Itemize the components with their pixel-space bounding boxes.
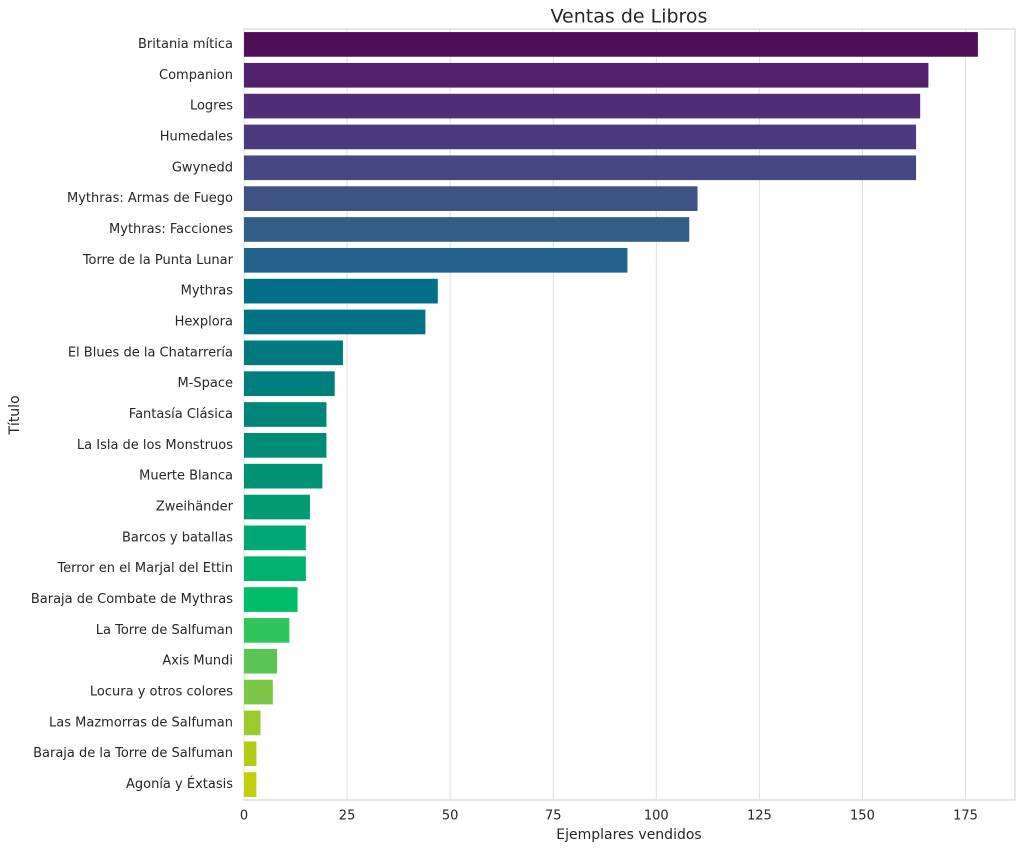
y-tick-label: Terror en el Marjal del Ettin	[56, 561, 233, 576]
y-tick-label: Baraja de la Torre de Salfuman	[33, 746, 233, 761]
x-tick-label: 50	[442, 809, 459, 824]
y-tick-label: Las Mazmorras de Salfuman	[49, 715, 233, 730]
y-tick-label: Muerte Blanca	[139, 469, 233, 484]
y-tick-label: Mythras: Facciones	[109, 222, 233, 237]
bar	[244, 710, 261, 736]
y-tick-label: Logres	[190, 99, 233, 114]
bar	[244, 155, 917, 181]
bar	[244, 186, 698, 211]
y-tick-label: Torre de la Punta Lunar	[82, 253, 234, 268]
x-tick-label: 150	[850, 809, 875, 824]
y-axis-label: Título	[7, 395, 23, 435]
x-tick-label: 75	[545, 809, 562, 824]
y-tick-label: Humedales	[160, 129, 234, 144]
bar	[244, 433, 327, 458]
y-tick-label: Locura y otros colores	[90, 685, 233, 700]
y-tick-label: Mythras	[181, 284, 234, 299]
x-tick-label: 100	[644, 809, 669, 824]
bar	[244, 741, 257, 767]
y-tick-label: La Torre de Salfuman	[96, 623, 233, 638]
bar	[244, 309, 426, 335]
y-tick-label: Baraja de Combate de Mythras	[31, 592, 233, 607]
bar	[244, 278, 438, 304]
bar	[244, 648, 277, 674]
bar	[244, 618, 290, 643]
y-tick-label: Fantasía Clásica	[129, 407, 233, 422]
y-tick-label: Companion	[159, 68, 233, 83]
bar	[244, 340, 343, 366]
bar	[244, 62, 929, 88]
bar	[244, 494, 310, 520]
bar	[244, 217, 690, 242]
y-tick-label: Britania mítica	[138, 37, 233, 52]
y-tick-label: Mythras: Armas de Fuego	[67, 191, 233, 206]
bar	[244, 772, 257, 797]
bar	[244, 587, 298, 612]
y-tick-label: El Blues de la Chatarrería	[68, 345, 233, 360]
bar	[244, 371, 335, 396]
chart-title: Ventas de Libros	[551, 6, 708, 28]
x-tick-label: 25	[339, 809, 356, 824]
bar	[244, 402, 327, 427]
bar	[244, 32, 978, 57]
x-tick-label: 0	[240, 809, 248, 824]
x-tick-label: 175	[953, 809, 978, 824]
y-tick-label: Zweihänder	[156, 500, 234, 515]
bar	[244, 556, 306, 582]
x-axis-label: Ejemplares vendidos	[556, 827, 701, 843]
bar	[244, 93, 921, 119]
y-tick-label: Gwynedd	[172, 160, 233, 175]
y-tick-label: M-Space	[177, 376, 233, 391]
bar	[244, 247, 628, 273]
y-tick-label: Barcos y batallas	[122, 530, 233, 545]
y-tick-label: Axis Mundi	[162, 654, 233, 669]
bar	[244, 124, 917, 150]
y-tick-label: Hexplora	[175, 314, 233, 329]
y-tick-label: La Isla de los Monstruos	[77, 438, 233, 453]
y-tick-label: Agonía y Éxtasis	[126, 776, 233, 792]
x-tick-label: 125	[747, 809, 772, 824]
bar	[244, 679, 273, 705]
bar	[244, 463, 323, 489]
bar	[244, 525, 306, 551]
